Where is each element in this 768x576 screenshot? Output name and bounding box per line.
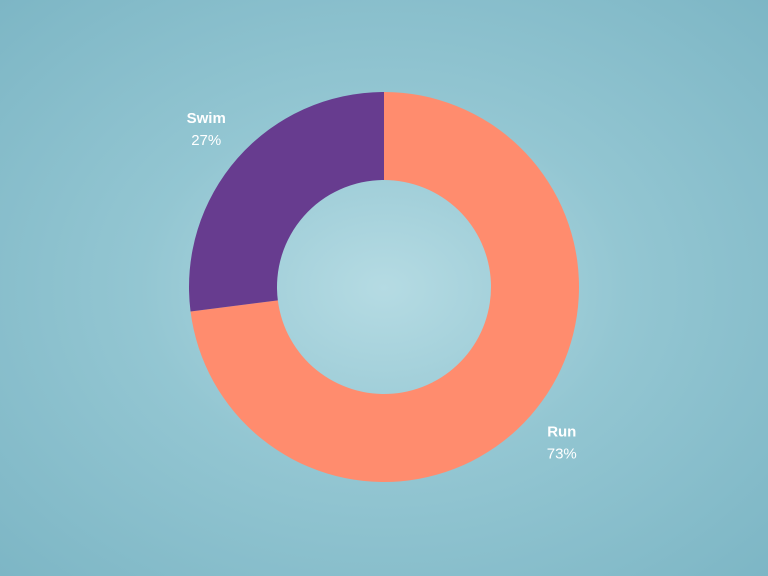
- slice-value: 27%: [191, 132, 221, 149]
- slice: [190, 92, 579, 482]
- slice-label: Run: [547, 424, 576, 441]
- slice: [188, 92, 384, 312]
- slice-label: Swim: [187, 110, 226, 127]
- slice-value: 73%: [547, 446, 577, 463]
